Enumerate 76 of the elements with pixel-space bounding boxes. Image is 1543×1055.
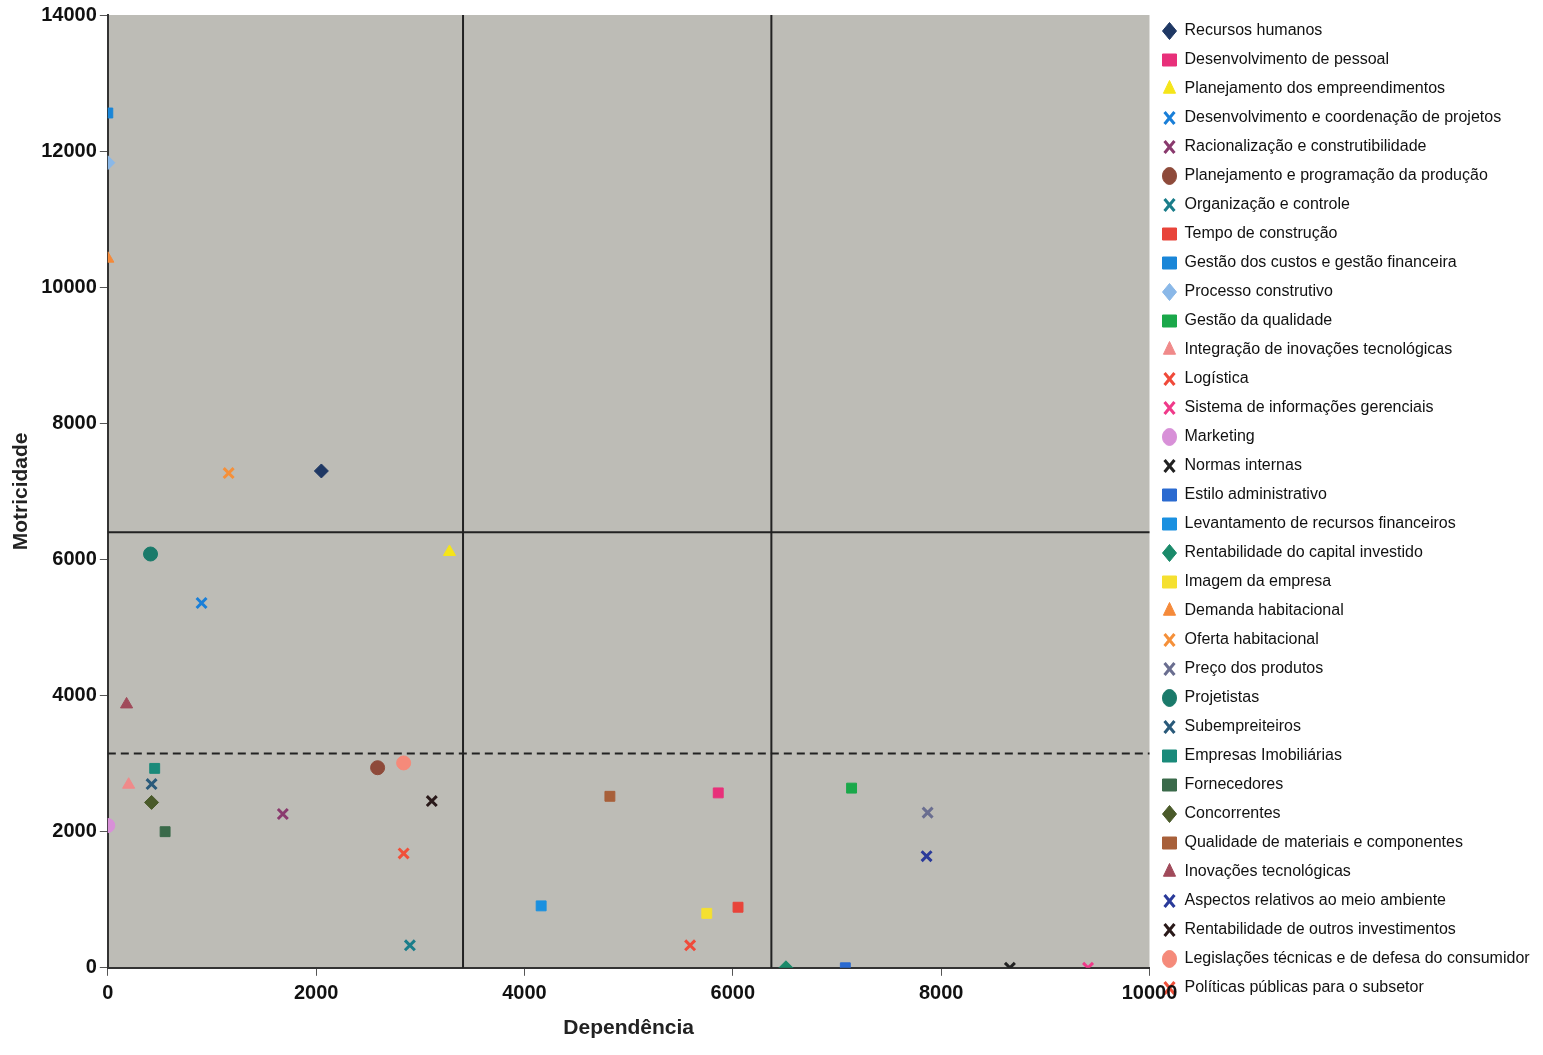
legend-label: Normas internas xyxy=(1184,456,1302,474)
legend-label: Organização e controle xyxy=(1184,195,1351,213)
legend-label: Marketing xyxy=(1184,427,1255,445)
x-tick-label: 0 xyxy=(102,981,114,1004)
legend-label: Oferta habitacional xyxy=(1184,630,1319,648)
point xyxy=(732,901,744,913)
point xyxy=(425,794,439,808)
point xyxy=(195,596,209,610)
legend-label: Fornecedores xyxy=(1184,775,1284,793)
point xyxy=(276,807,290,821)
point xyxy=(149,762,161,774)
point xyxy=(397,847,411,860)
legend-label: Demanda habitacional xyxy=(1184,601,1344,619)
point xyxy=(535,900,547,912)
legend-label: Desenvolvimento e coordenação de projetos xyxy=(1184,108,1502,126)
point xyxy=(921,806,935,820)
x-tick-label: 4000 xyxy=(502,981,547,1004)
legend-label: Políticas públicas para o subsetor xyxy=(1184,978,1425,996)
point xyxy=(145,777,159,791)
point xyxy=(143,546,159,562)
legend-label: Gestão dos custos e gestão financeira xyxy=(1184,253,1457,271)
legend-label: Projetistas xyxy=(1184,688,1260,706)
legend-label: Subempreiteiros xyxy=(1184,717,1301,735)
point xyxy=(370,760,386,776)
point xyxy=(144,794,160,810)
legend-label: Tempo de construção xyxy=(1184,224,1338,242)
legend-label: Empresas Imobiliárias xyxy=(1184,746,1342,764)
x-axis-title: Dependência xyxy=(563,1015,695,1039)
point xyxy=(846,782,858,794)
y-tick-label: 2000 xyxy=(52,819,97,842)
legend-label: Levantamento de recursos financeiros xyxy=(1184,514,1456,532)
point xyxy=(683,938,697,952)
point xyxy=(313,463,329,479)
x-tick-label: 10000 xyxy=(1121,981,1178,1004)
legend-label: Planejamento dos empreendimentos xyxy=(1184,79,1446,97)
x-tick-label: 2000 xyxy=(293,981,339,1004)
y-tick-label: 12000 xyxy=(41,138,97,161)
legend-label: Gestão da qualidade xyxy=(1184,311,1333,329)
legend-label: Desenvolvimento de pessoal xyxy=(1184,50,1390,68)
point xyxy=(701,907,713,919)
y-tick-label: 0 xyxy=(85,955,97,978)
legend-label: Integração de inovações tecnológicas xyxy=(1184,340,1453,358)
point xyxy=(920,849,934,863)
y-tick-label: 4000 xyxy=(52,683,97,706)
legend-label: Rentabilidade de outros investimentos xyxy=(1184,920,1456,938)
point xyxy=(442,544,457,556)
point xyxy=(396,755,412,771)
y-tick-label: 8000 xyxy=(52,410,97,433)
legend-label: Sistema de informações gerenciais xyxy=(1184,398,1434,416)
legend-label: Estilo administrativo xyxy=(1184,485,1327,503)
legend-label: Processo construtivo xyxy=(1184,282,1334,300)
x-tick-label: 6000 xyxy=(710,981,756,1004)
point xyxy=(712,787,724,799)
point xyxy=(122,777,136,789)
legend-label: Legislações técnicas e de defesa do consumidor xyxy=(1184,949,1531,967)
y-tick-label: 14000 xyxy=(41,2,97,25)
legend-label: Concorrentes xyxy=(1184,804,1281,822)
legend-label: Inovações tecnológicas xyxy=(1184,862,1351,880)
legend-label: Logística xyxy=(1184,369,1249,387)
point xyxy=(604,790,616,802)
legend-label: Imagem da empresa xyxy=(1184,572,1332,590)
legend-label: Planejamento e programação da produção xyxy=(1184,166,1488,184)
point xyxy=(222,466,236,480)
x-tick-label: 8000 xyxy=(918,981,964,1004)
legend-label: Qualidade de materiais e componentes xyxy=(1184,833,1463,851)
point xyxy=(120,696,134,709)
legend-label: Racionalização e construtibilidade xyxy=(1184,137,1427,155)
legend-label: Aspectos relativos ao meio ambiente xyxy=(1184,891,1447,909)
legend-label: Rentabilidade do capital investido xyxy=(1184,543,1423,561)
y-tick-label: 6000 xyxy=(52,546,97,569)
y-tick-label: 10000 xyxy=(41,274,97,297)
point xyxy=(159,826,171,838)
y-axis-title: Motricidade xyxy=(8,432,32,551)
legend-label: Recursos humanos xyxy=(1184,21,1323,39)
legend-label: Preço dos produtos xyxy=(1184,659,1324,677)
point xyxy=(403,938,417,952)
